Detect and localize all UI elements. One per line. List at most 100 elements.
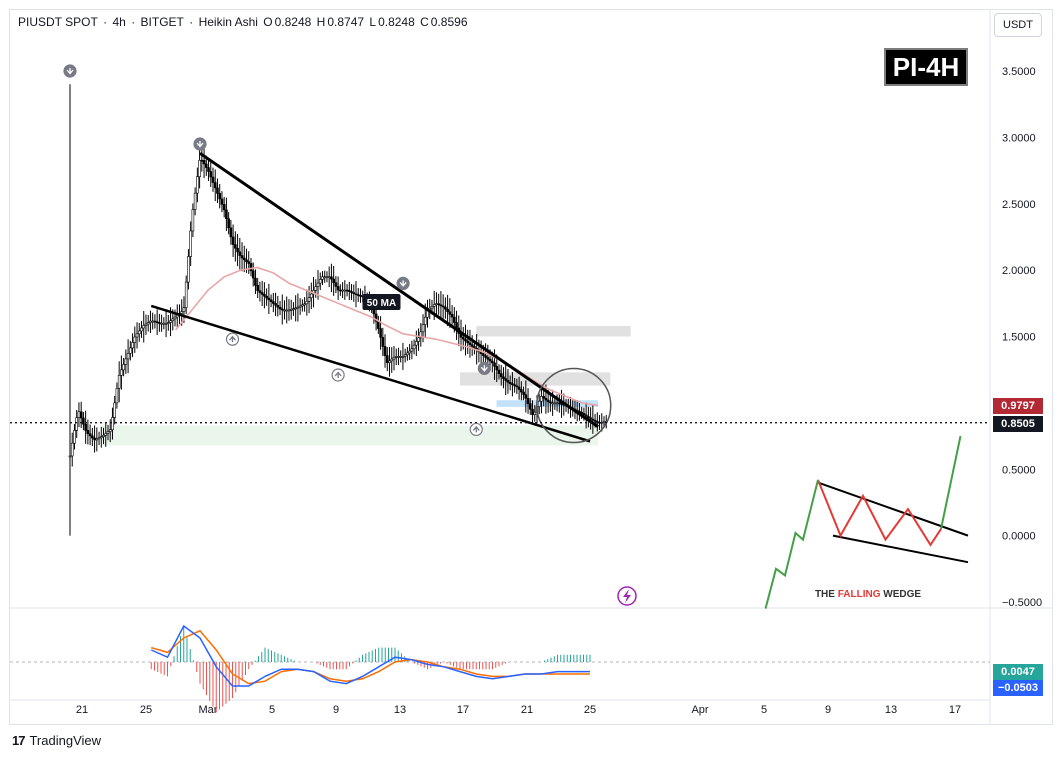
candle-body xyxy=(533,411,537,415)
candle-body xyxy=(202,159,206,165)
candle-body xyxy=(356,294,360,296)
candle-body xyxy=(129,347,132,354)
y-tick-label: 0.0000 xyxy=(1002,531,1036,543)
candle-body xyxy=(153,320,157,323)
candle-body xyxy=(394,356,398,358)
high-value: 0.8747 xyxy=(327,15,365,29)
symbol-name[interactable]: PIUSDT SPOT xyxy=(18,15,98,29)
candle-body xyxy=(334,282,338,287)
candle-body xyxy=(267,297,271,301)
candle-body xyxy=(115,387,119,404)
candle-body xyxy=(513,384,516,387)
candle-body xyxy=(122,364,125,371)
chart-style: Heikin Ashi xyxy=(198,15,258,29)
candle-body xyxy=(397,356,400,358)
candle-body xyxy=(589,417,592,420)
candle-body xyxy=(303,303,306,306)
last-price-tag: 0.8505 xyxy=(993,416,1043,432)
x-tick-label: 21 xyxy=(521,704,533,716)
ma-label-text: 50 MA xyxy=(367,298,396,309)
candle-body xyxy=(251,270,255,279)
candle-body xyxy=(294,307,297,310)
candle-body xyxy=(238,251,242,256)
candle-body xyxy=(86,430,90,434)
candle-body xyxy=(591,418,595,421)
up-arrow-icon-glyph xyxy=(229,335,236,343)
candle-body xyxy=(419,331,423,339)
candle-body xyxy=(461,337,465,340)
candle-body xyxy=(274,303,277,306)
down-arrow-icon-glyph xyxy=(66,68,74,75)
candle-body xyxy=(200,159,204,162)
inset-red-zigzag xyxy=(817,479,942,547)
candle-body xyxy=(131,342,134,349)
open-label: O xyxy=(263,15,273,29)
candle-body xyxy=(350,291,353,293)
candle-body xyxy=(499,373,503,378)
candle-body xyxy=(542,396,545,399)
candle-body xyxy=(406,352,409,356)
resistance-zone xyxy=(460,372,611,386)
candle-body xyxy=(540,396,543,402)
candle-body xyxy=(517,386,521,390)
up-arrow-icon-glyph xyxy=(334,371,342,378)
candle-body xyxy=(104,433,108,436)
x-tick-label: 17 xyxy=(949,704,961,716)
down-arrow-icon-glyph xyxy=(480,365,488,372)
candle-body xyxy=(486,357,490,360)
candle-body xyxy=(421,324,425,333)
candle-body xyxy=(220,198,224,205)
candle-body xyxy=(430,305,434,309)
candle-body xyxy=(352,292,356,295)
candle-body xyxy=(222,204,226,211)
candle-body xyxy=(482,353,485,356)
candle-body xyxy=(95,438,99,441)
candle-body xyxy=(102,434,105,437)
close-label: C xyxy=(420,15,429,29)
candle-body xyxy=(432,304,436,307)
candle-body xyxy=(310,293,313,298)
candle-body xyxy=(466,340,470,344)
candle-body xyxy=(296,306,300,309)
candle-body xyxy=(524,394,528,399)
x-tick-label: 25 xyxy=(584,704,596,716)
candle-body xyxy=(401,356,405,358)
y-tick-label: 2.0000 xyxy=(1002,265,1036,277)
candle-body xyxy=(182,307,186,312)
currency-selector[interactable]: USDT xyxy=(994,13,1042,37)
candle-body xyxy=(388,360,391,364)
candle-body xyxy=(495,366,499,371)
candle-body xyxy=(180,311,184,314)
candle-body xyxy=(455,322,458,329)
candle-body xyxy=(520,389,523,393)
candle-body xyxy=(287,309,291,312)
candle-body xyxy=(260,292,264,295)
candle-body xyxy=(473,346,476,349)
ma-price-tag: 0.9797 xyxy=(993,398,1043,414)
down-arrow-icon-glyph xyxy=(196,141,204,148)
x-tick-label: 9 xyxy=(333,704,339,716)
candle-body xyxy=(227,218,230,229)
candle-body xyxy=(158,322,161,324)
inset-green-trend-before xyxy=(764,479,819,609)
blue-zone xyxy=(496,400,599,407)
candle-body xyxy=(258,290,262,293)
candle-body xyxy=(316,282,320,288)
candle-body xyxy=(558,402,561,405)
candle-body xyxy=(113,402,116,418)
candle-body xyxy=(171,318,175,322)
y-tick-label: 2.5000 xyxy=(1002,199,1036,211)
candle-body xyxy=(325,276,329,279)
candle-body xyxy=(343,289,347,292)
candle-body xyxy=(124,358,128,365)
chart-legend: PIUSDT SPOT · 4h · BITGET · Heikin Ashi … xyxy=(18,15,470,29)
candle-body xyxy=(160,322,163,325)
candle-body xyxy=(392,356,396,360)
candle-body xyxy=(135,333,139,338)
macd-signal-tag: −0.0503 xyxy=(993,680,1043,696)
candle-body xyxy=(339,289,342,292)
tradingview-logo[interactable]: 17 TradingView xyxy=(12,733,101,748)
candle-body xyxy=(189,230,192,257)
interval[interactable]: 4h xyxy=(112,15,126,29)
